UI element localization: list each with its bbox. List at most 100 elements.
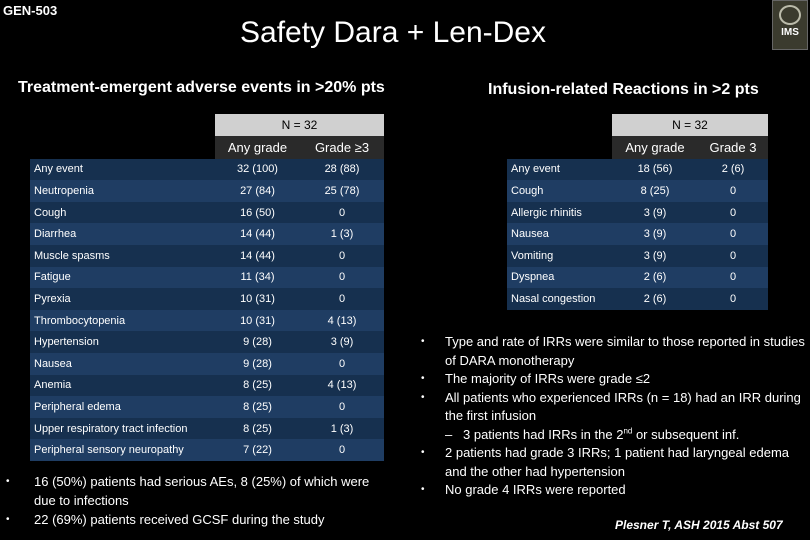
grade3-cell: 0 [729, 228, 737, 241]
row-label: Anemia [34, 379, 72, 392]
row-label: Peripheral sensory neuropathy [34, 444, 184, 457]
grade3-cell: 0 [338, 400, 346, 413]
bullet-dot-icon: • [421, 447, 425, 458]
bullet-dot-icon: • [421, 484, 425, 495]
table-row: Peripheral sensory neuropathy 7 (22) 0 [30, 439, 384, 461]
row-label: Allergic rhinitis [511, 206, 582, 219]
grade3-cell: 0 [729, 184, 737, 197]
adverse-events-table: N = 32 Any grade Grade ≥3 Any event 32 (1… [30, 114, 384, 461]
table-row: Peripheral edema 8 (25) 0 [30, 396, 384, 418]
row-label: Thrombocytopenia [34, 314, 126, 327]
grade3-cell: 3 (9) [330, 336, 354, 349]
logo-swirl-icon [779, 5, 801, 25]
row-label: Upper respiratory tract infection [34, 422, 188, 435]
any-grade-cell: 10 (31) [240, 292, 275, 305]
any-grade-cell: 8 (25) [243, 422, 272, 435]
grade3-cell: 0 [338, 271, 346, 284]
grade3-cell: 0 [338, 357, 346, 370]
bullet-dot-icon: • [421, 336, 425, 347]
table-row: Cough 16 (50) 0 [30, 201, 384, 224]
row-label: Nausea [34, 357, 72, 370]
ims-logo: IMS [772, 0, 808, 50]
table-row: Pyrexia 10 (31) 0 [30, 288, 384, 310]
any-grade-cell: 3 (9) [643, 206, 667, 219]
any-grade-cell: 11 (34) [240, 271, 275, 284]
grade3-cell: 1 (3) [330, 228, 354, 241]
table-row: Neutropenia 27 (84) 25 (78) [30, 180, 384, 202]
left-bullet: • 16 (50%) patients had serious AEs, 8 (… [6, 472, 386, 510]
row-label: Nausea [511, 228, 549, 241]
row-label: Pyrexia [34, 292, 71, 305]
grade3-cell: 25 (78) [324, 184, 360, 197]
right-bullet-text: Type and rate of IRRs were similar to th… [445, 334, 805, 368]
right-bullet: • All patients who experienced IRRs (n =… [418, 389, 808, 426]
left-bullet-text: 16 (50%) patients had serious AEs, 8 (25… [34, 474, 370, 508]
grade3-cell: 0 [338, 206, 346, 219]
table-row: Thrombocytopenia 10 (31) 4 (13) [30, 309, 384, 332]
bullet-dot-icon: • [6, 514, 10, 525]
grade3-cell: 0 [338, 292, 346, 305]
right-bullet-text: 2 patients had grade 3 IRRs; 1 patient h… [445, 445, 790, 479]
table-row: Diarrhea 14 (44) 1 (3) [30, 223, 384, 245]
row-label: Peripheral edema [34, 400, 121, 413]
grade3-cell: 0 [338, 249, 346, 262]
bullet-dot-icon: • [6, 476, 10, 487]
right-n-label: N = 32 [612, 114, 768, 136]
any-grade-cell: 14 (44) [240, 228, 275, 241]
any-grade-cell: 8 (25) [243, 379, 272, 392]
row-label: Cough [511, 184, 544, 197]
left-bullet: • 22 (69%) patients received GCSF during… [6, 510, 386, 529]
left-bullet-text: 22 (69%) patients received GCSF during t… [34, 512, 325, 527]
table-row: Hypertension 9 (28) 3 (9) [30, 331, 384, 353]
table-row: Nasal congestion 2 (6) 0 [507, 288, 768, 310]
grade3-cell: 0 [729, 292, 737, 305]
any-grade-cell: 3 (9) [643, 228, 667, 241]
right-col-grade3: Grade 3 [698, 135, 768, 159]
left-subtitle: Treatment-emergent adverse events in >20… [18, 79, 385, 96]
table-row: Fatigue 11 (34) 0 [30, 266, 384, 289]
row-label: Dyspnea [511, 271, 555, 284]
infusion-reactions-table: N = 32 Any grade Grade 3 Any event 18 (56… [507, 114, 768, 310]
row-label: Vomiting [511, 249, 554, 262]
any-grade-cell: 8 (25) [640, 184, 670, 197]
grade3-cell: 0 [729, 249, 737, 262]
grade3-cell: 4 (13) [327, 314, 357, 327]
row-label: Any event [511, 163, 560, 176]
right-col-any-grade: Any grade [612, 135, 698, 159]
right-bullet: • Type and rate of IRRs were similar to … [418, 333, 808, 370]
bullet-dot-icon: • [421, 373, 425, 384]
right-sub-bullet: – 3 patients had IRRs in the 2nd or subs… [418, 426, 808, 445]
table-row: Cough 8 (25) 0 [507, 180, 768, 202]
row-label: Any event [34, 163, 83, 176]
grade3-cell: 28 (88) [324, 163, 360, 176]
table-row: Vomiting 3 (9) 0 [507, 244, 768, 267]
any-grade-cell: 32 (100) [237, 163, 278, 176]
grade3-cell: 0 [729, 206, 737, 219]
grade3-cell: 4 (13) [327, 379, 357, 392]
table-row: Muscle spasms 14 (44) 0 [30, 244, 384, 267]
any-grade-cell: 27 (84) [240, 184, 275, 197]
table-row: Any event 32 (100) 28 (88) [30, 158, 384, 181]
logo-text: IMS [781, 27, 799, 38]
any-grade-cell: 16 (50) [240, 206, 275, 219]
sub-bullet-text-post: or subsequent inf. [632, 426, 740, 442]
any-grade-cell: 9 (28) [243, 357, 272, 370]
grade3-cell: 1 (3) [330, 422, 354, 435]
table-row: Any event 18 (56) 2 (6) [507, 158, 768, 181]
right-bullets: • Type and rate of IRRs were similar to … [418, 333, 808, 500]
slide-code: GEN-503 [3, 3, 58, 18]
grade3-cell: 0 [729, 271, 737, 284]
bullet-dot-icon: • [421, 391, 425, 403]
right-bullet-text: The majority of IRRs were grade ≤2 [445, 371, 651, 386]
slide-title: Safety Dara + Len-Dex [240, 16, 546, 49]
row-label: Diarrhea [34, 228, 77, 241]
any-grade-cell: 9 (28) [243, 336, 272, 349]
any-grade-cell: 2 (6) [643, 271, 667, 284]
table-row: Upper respiratory tract infection 8 (25) 1… [30, 417, 384, 440]
sub-bullet-sup: nd [623, 426, 633, 436]
row-label: Neutropenia [34, 184, 94, 197]
right-bullet-text: No grade 4 IRRs were reported [445, 482, 626, 497]
row-label: Muscle spasms [34, 249, 110, 262]
right-bullet: • The majority of IRRs were grade ≤2 [418, 370, 808, 389]
any-grade-cell: 10 (31) [240, 314, 275, 327]
